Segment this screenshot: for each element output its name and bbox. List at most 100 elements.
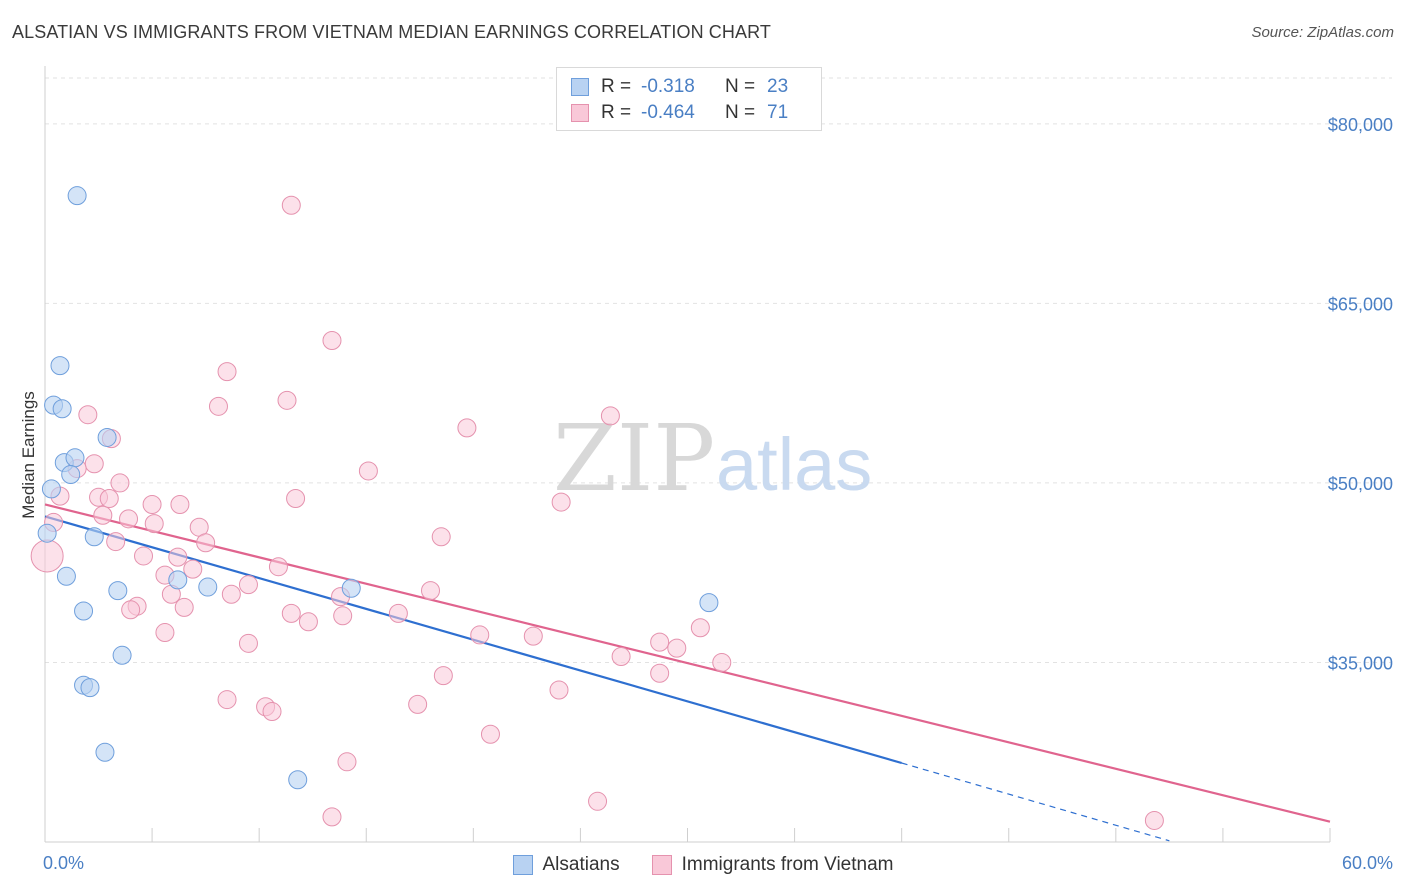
point-alsatians — [108, 581, 128, 601]
legend-item-alsatians[interactable]: Alsatians — [512, 854, 620, 876]
tick-labels: $80,000 $65,000 $50,000 $35,000 0.0% 60.0% — [43, 115, 1393, 873]
legend-r-label: R = — [601, 76, 632, 97]
point-vietnam — [93, 505, 113, 525]
point-vietnam — [690, 618, 710, 638]
legend-r-value: -0.318 — [641, 76, 695, 97]
legend-swatch-vietnam — [571, 104, 589, 122]
point-vietnam — [470, 625, 490, 645]
point-vietnam — [155, 623, 175, 643]
point-vietnam — [650, 663, 670, 683]
point-vietnam — [457, 418, 477, 438]
point-vietnam — [121, 600, 141, 620]
legend-n-label: N = — [725, 76, 756, 97]
point-vietnam — [712, 652, 732, 672]
legend-row-vietnam: R = -0.464 N = 71 — [571, 100, 797, 126]
point-vietnam — [611, 646, 631, 666]
source-label: Source: ZipAtlas.com — [1251, 24, 1394, 41]
point-vietnam — [1144, 810, 1164, 830]
trend-line-vietnam — [44, 503, 1331, 823]
point-vietnam — [238, 633, 258, 653]
point-vietnam — [30, 539, 64, 573]
point-alsatians — [74, 601, 94, 621]
point-alsatians — [168, 570, 188, 590]
point-vietnam — [433, 666, 453, 686]
point-vietnam — [600, 406, 620, 426]
point-vietnam — [217, 362, 237, 382]
point-vietnam — [480, 724, 500, 744]
point-vietnam — [217, 690, 237, 710]
series-legend: Alsatians Immigrants from Vietnam — [0, 852, 1406, 878]
correlation-legend: R = -0.318 N = 23 R = -0.464 N = 71 — [556, 67, 822, 131]
legend-n-value: 71 — [767, 102, 789, 123]
point-vietnam — [268, 557, 288, 577]
trend-lines — [44, 503, 1331, 842]
point-alsatians — [84, 527, 104, 547]
point-alsatians — [80, 678, 100, 698]
point-vietnam — [221, 584, 241, 604]
y-tick-label: $80,000 — [1328, 115, 1393, 135]
point-vietnam — [431, 527, 451, 547]
point-vietnam — [322, 807, 342, 827]
point-vietnam — [78, 405, 98, 425]
y-tick-label: $50,000 — [1328, 474, 1393, 494]
chart-title: ALSATIAN VS IMMIGRANTS FROM VIETNAM MEDI… — [12, 22, 771, 42]
point-vietnam — [551, 492, 571, 512]
axes — [44, 66, 1331, 843]
point-vietnam — [667, 638, 687, 658]
point-alsatians — [198, 577, 218, 597]
point-vietnam — [99, 488, 119, 508]
point-vietnam — [134, 546, 154, 566]
point-alsatians — [61, 465, 81, 485]
point-alsatians — [699, 593, 719, 613]
watermark: ZIP atlas — [553, 405, 872, 512]
trend-line-alsatians-extension — [901, 762, 1170, 842]
point-vietnam — [281, 603, 301, 623]
legend-swatch-vietnam — [651, 855, 672, 875]
legend-row-alsatians: R = -0.318 N = 23 — [571, 74, 797, 100]
point-vietnam — [142, 494, 162, 514]
point-vietnam — [168, 547, 188, 567]
legend-label-vietnam: Immigrants from Vietnam — [681, 854, 894, 875]
watermark-zip: ZIP — [553, 405, 715, 512]
legend-label-alsatians: Alsatians — [542, 854, 620, 875]
point-vietnam — [286, 488, 306, 508]
data-points — [30, 186, 1164, 830]
point-alsatians — [67, 186, 87, 206]
point-alsatians — [288, 770, 308, 790]
point-vietnam — [277, 390, 297, 410]
point-alsatians — [97, 427, 117, 447]
point-vietnam — [588, 791, 608, 811]
point-vietnam — [196, 533, 216, 553]
point-alsatians — [52, 399, 72, 419]
point-vietnam — [262, 702, 282, 722]
x-tick-label: 60.0% — [1342, 853, 1393, 873]
watermark-atlas: atlas — [716, 423, 872, 506]
point-vietnam — [144, 514, 164, 534]
y-tick-label: $35,000 — [1328, 653, 1393, 673]
point-vietnam — [183, 559, 203, 579]
legend-n-label: N = — [725, 102, 756, 123]
point-vietnam — [298, 612, 318, 632]
point-vietnam — [281, 195, 301, 215]
legend-r-label: R = — [601, 102, 632, 123]
point-vietnam — [322, 330, 342, 350]
point-vietnam — [119, 509, 139, 529]
point-vietnam — [421, 581, 440, 601]
point-vietnam — [333, 606, 353, 626]
point-alsatians — [95, 742, 115, 762]
point-alsatians — [41, 479, 61, 499]
legend-n-value: 23 — [767, 76, 789, 97]
point-vietnam — [523, 626, 543, 646]
point-vietnam — [170, 494, 190, 514]
point-vietnam — [549, 680, 569, 700]
point-vietnam — [106, 532, 126, 552]
point-vietnam — [408, 694, 428, 714]
y-axis-label: Median Earnings — [19, 391, 38, 519]
point-alsatians — [112, 645, 132, 665]
legend-swatch-alsatians — [571, 78, 589, 96]
point-vietnam — [358, 461, 378, 481]
point-alsatians — [37, 523, 57, 543]
point-alsatians — [50, 356, 70, 376]
legend-item-vietnam[interactable]: Immigrants from Vietnam — [651, 854, 894, 876]
